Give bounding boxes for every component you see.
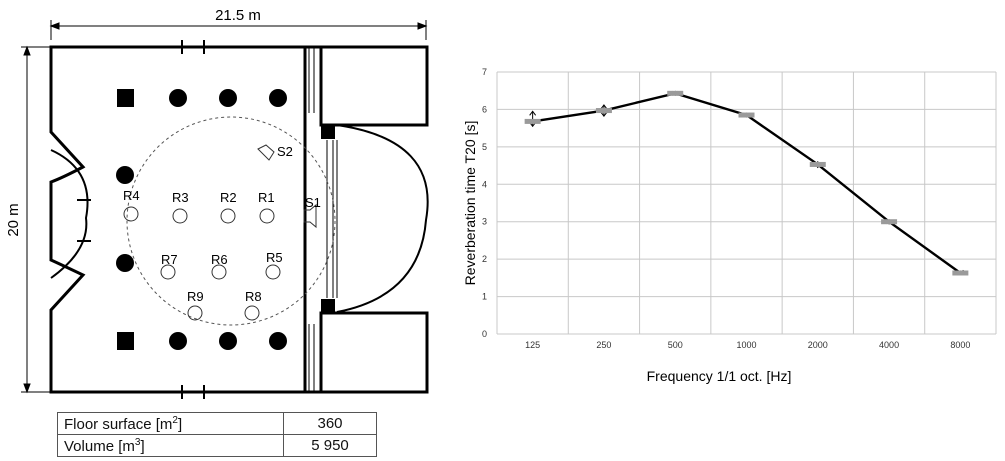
- error-bars: [529, 90, 964, 276]
- y-tick-label: 5: [482, 142, 487, 152]
- stage-area: [305, 45, 429, 394]
- svg-text:R4: R4: [123, 188, 140, 203]
- svg-text:R8: R8: [245, 289, 262, 304]
- door-marks: [77, 40, 205, 399]
- svg-text:R5: R5: [266, 250, 283, 265]
- svg-text:R3: R3: [172, 190, 189, 205]
- svg-text:R7: R7: [161, 252, 178, 267]
- data-point: [667, 90, 684, 96]
- y-tick-label: 4: [482, 179, 487, 189]
- receiver-r4: R4: [123, 188, 140, 222]
- table-cell-value: 360: [283, 412, 377, 435]
- x-tick-label: 500: [668, 340, 683, 350]
- y-tick-label: 1: [482, 292, 487, 302]
- data-point: [524, 118, 541, 124]
- x-tick-label: 4000: [879, 340, 899, 350]
- x-tick-label: 1000: [736, 340, 756, 350]
- receiver-r6: R6: [211, 252, 228, 280]
- svg-text:R2: R2: [220, 190, 237, 205]
- table-row: Volume [m3] 5 950: [57, 434, 377, 457]
- data-point: [595, 108, 612, 114]
- table-row: Floor surface [m2] 360: [57, 412, 377, 435]
- receiver-r8: R8: [244, 289, 262, 321]
- x-tick-label: 125: [525, 340, 540, 350]
- svg-text:R6: R6: [211, 252, 228, 267]
- error-bar-cap: [600, 111, 608, 117]
- series-line: [532, 92, 962, 274]
- y-tick-label: 0: [482, 329, 487, 339]
- y-tick-label: 6: [482, 104, 487, 114]
- table-cell-value: 5 950: [283, 434, 377, 457]
- room-walls: [49, 45, 307, 394]
- y-tick-label: 2: [482, 254, 487, 264]
- data-point: [738, 112, 755, 118]
- data-point: [809, 161, 826, 167]
- x-axis-label: Frequency 1/1 oct. [Hz]: [647, 368, 792, 384]
- room-dimensions-table: Floor surface [m2] 360 Volume [m3] 5 950: [57, 412, 377, 457]
- svg-text:R1: R1: [258, 190, 275, 205]
- reverberation-chart: 0 1 2 3 4 5 6 7 125 250 500 1000 2000 4000 8000 Rever…: [462, 67, 997, 384]
- table-cell-label: Floor surface [m2]: [57, 412, 284, 435]
- receiver-r5: R5: [265, 250, 283, 280]
- receiver-r1: R1: [258, 190, 275, 224]
- source-label: S2: [277, 144, 293, 159]
- height-label: 20 m: [5, 203, 22, 236]
- x-tick-label: 2000: [808, 340, 828, 350]
- receiver-r9: R9: [187, 289, 204, 321]
- x-tick-labels: 125 250 500 1000 2000 4000 8000: [525, 340, 970, 350]
- width-dimension: [49, 20, 428, 40]
- table-cell-label: Volume [m3]: [57, 434, 284, 457]
- receivers: R1 R2 R3 R4 R5 R6 R7 R8 R9: [123, 188, 283, 321]
- receiver-r7: R7: [160, 252, 178, 280]
- width-label: 21.5 m: [215, 7, 261, 24]
- y-tick-labels: 0 1 2 3 4 5 6 7: [482, 67, 487, 339]
- x-tick-label: 8000: [950, 340, 970, 350]
- y-tick-label: 7: [482, 67, 487, 77]
- error-bar-cap: [529, 110, 537, 116]
- source-label: S1: [305, 195, 321, 210]
- data-markers: [524, 90, 969, 276]
- chart-grid: [496, 71, 997, 335]
- y-tick-label: 3: [482, 217, 487, 227]
- audience-area: [126, 116, 336, 326]
- error-bar-cap: [600, 104, 608, 110]
- x-tick-label: 250: [596, 340, 611, 350]
- receiver-r3: R3: [172, 190, 189, 224]
- source-s1: S1: [303, 195, 321, 229]
- data-point: [952, 270, 969, 276]
- floor-plan: 21.5 m 20 m: [5, 7, 429, 399]
- y-axis-label: Reverberation time T20 [s]: [462, 121, 478, 286]
- source-s2: S2: [257, 144, 293, 161]
- height-dimension: [21, 45, 50, 394]
- svg-text:R9: R9: [187, 289, 204, 304]
- data-point: [881, 219, 898, 225]
- receiver-r2: R2: [220, 190, 237, 224]
- columns: [116, 89, 287, 350]
